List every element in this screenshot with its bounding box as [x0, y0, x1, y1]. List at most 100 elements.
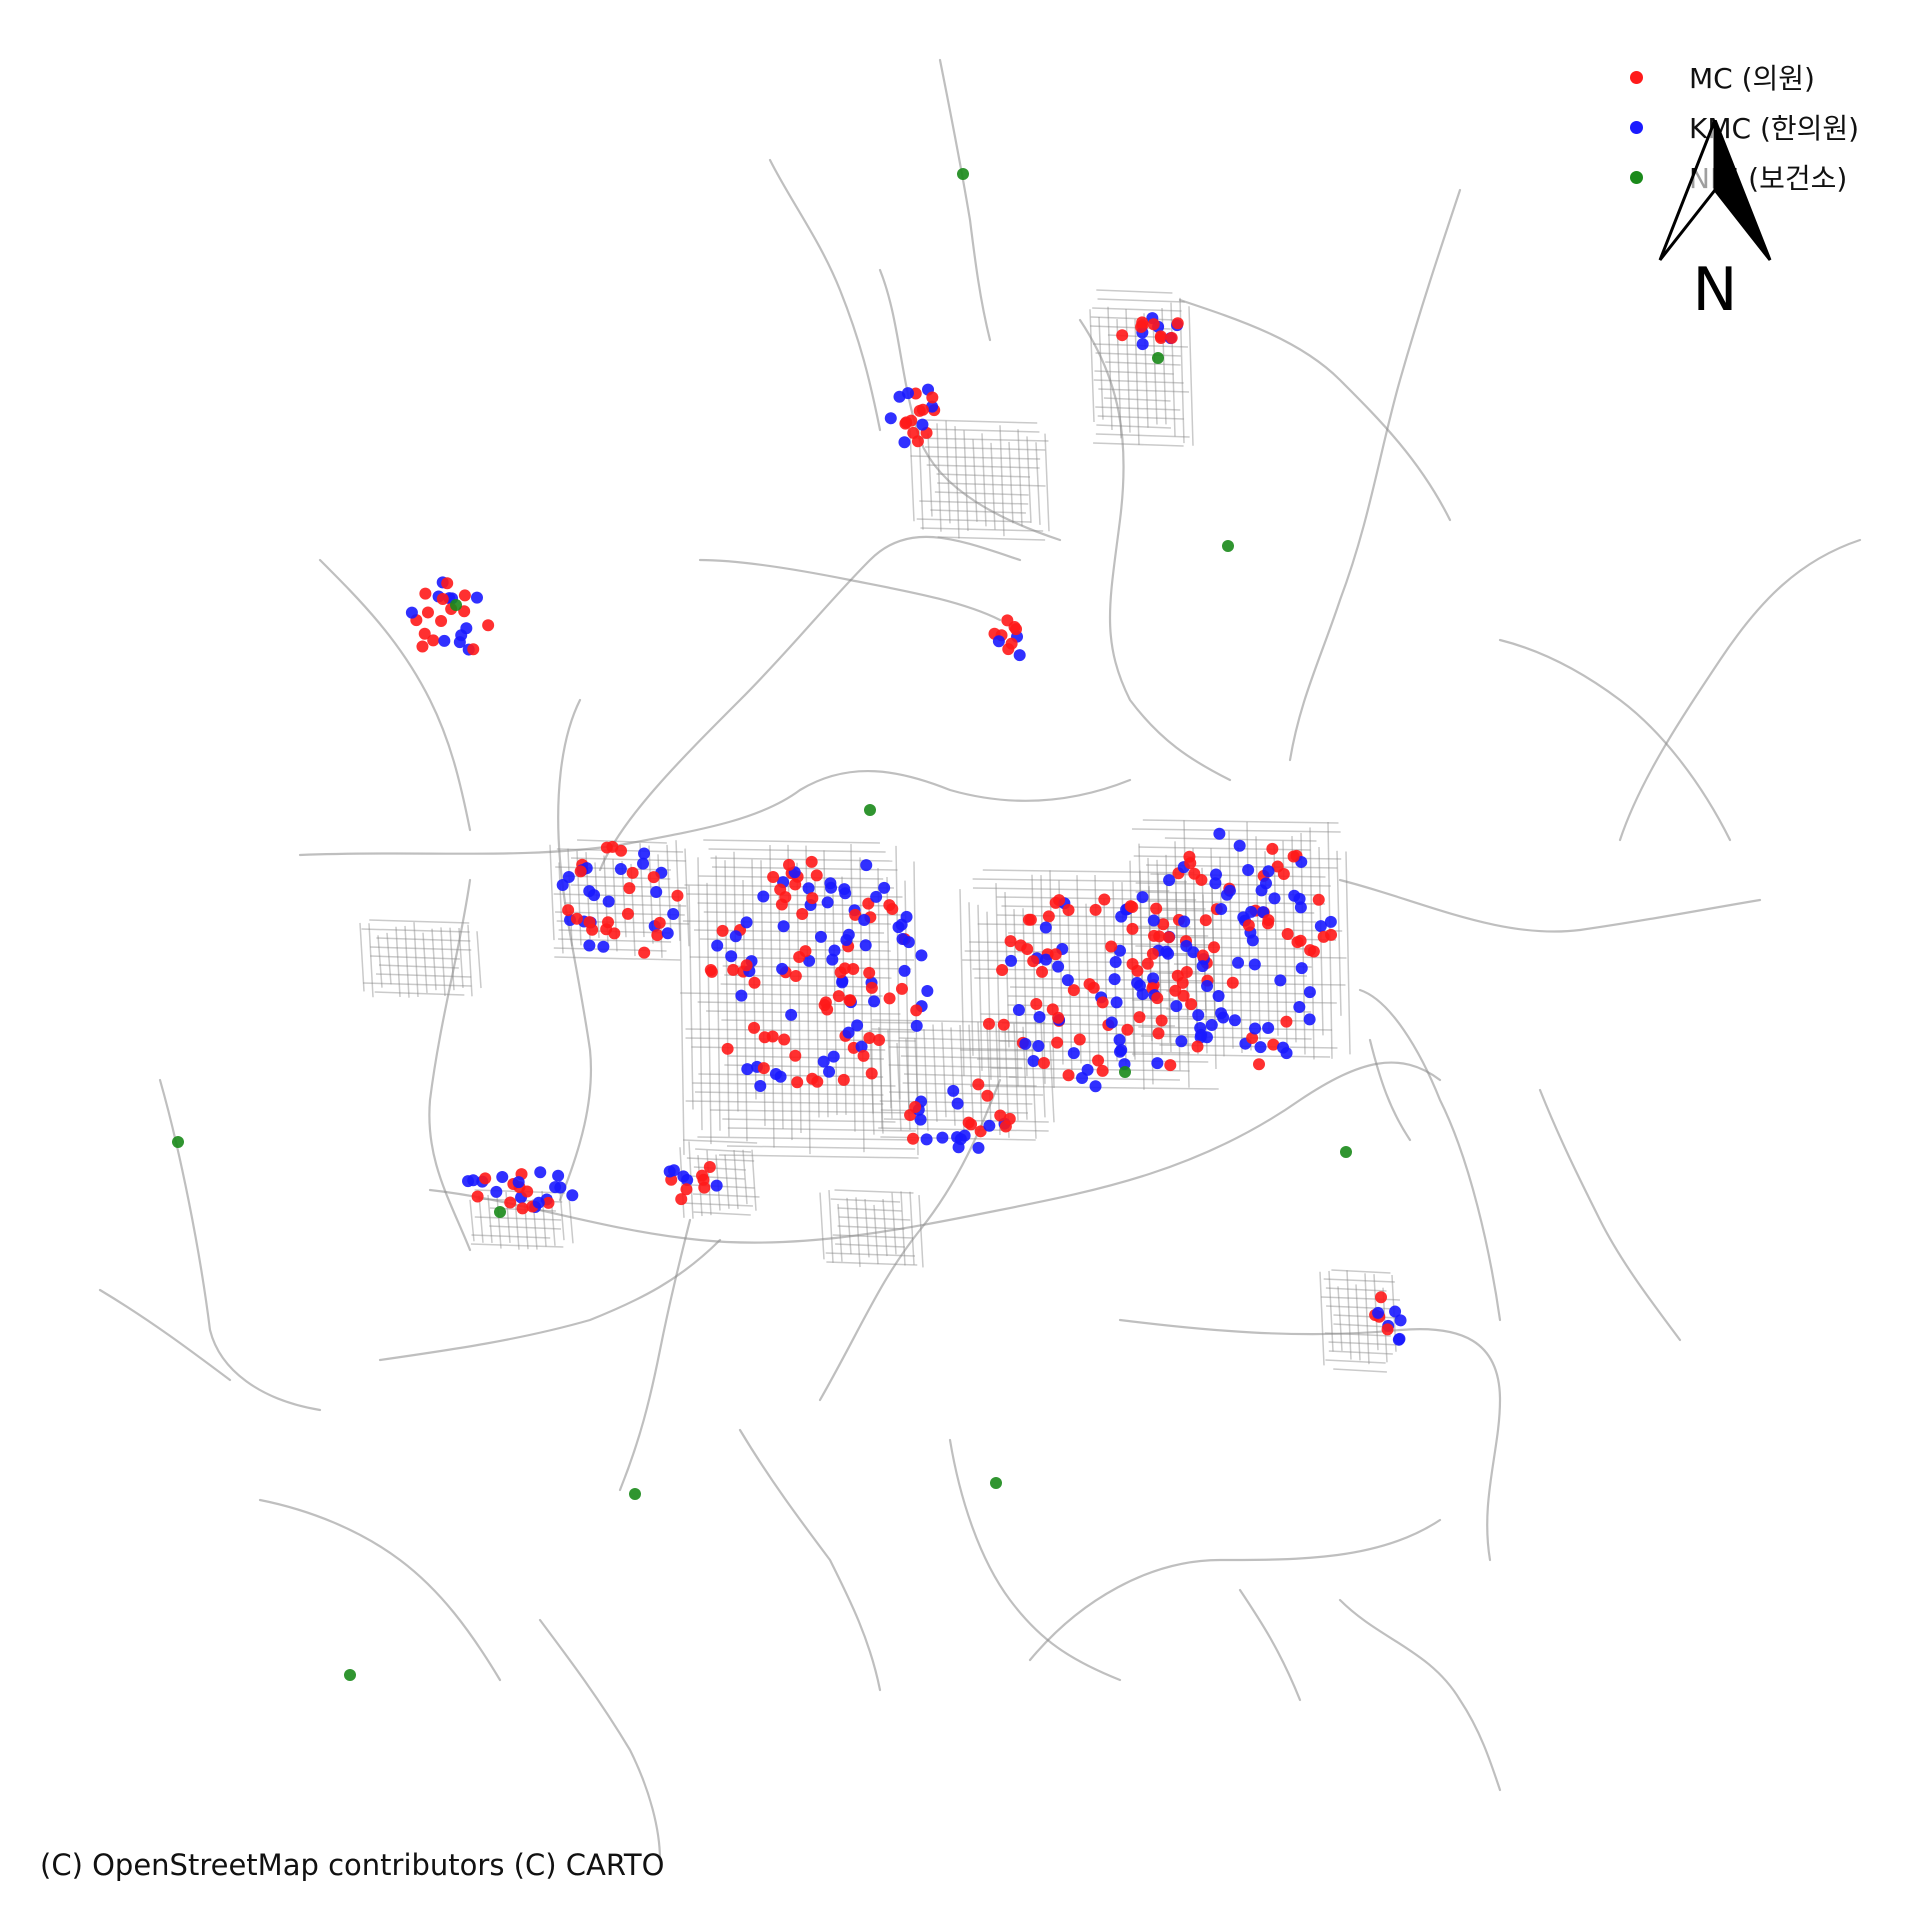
kmc-marker: [898, 964, 911, 977]
street-segment: [375, 973, 472, 978]
street-segment: [972, 968, 1200, 973]
street-segment: [891, 1192, 897, 1255]
mc-marker: [1154, 330, 1167, 343]
street-segment: [996, 896, 1197, 901]
street-segment: [710, 1109, 915, 1114]
mc-marker: [748, 1021, 761, 1034]
mc-marker: [849, 908, 862, 921]
street-segment: [999, 425, 1005, 537]
kmc-marker: [667, 907, 680, 920]
mc-marker: [1147, 318, 1160, 331]
mc-marker: [1037, 1057, 1050, 1070]
street-segment: [1134, 927, 1343, 932]
mc-marker: [467, 643, 480, 656]
mc-marker: [1152, 1027, 1165, 1040]
kmc-marker: [725, 950, 738, 963]
kmc-marker: [900, 910, 913, 923]
street-segment: [1355, 1284, 1361, 1361]
street-segment: [877, 868, 883, 1129]
street-segment: [1107, 306, 1113, 431]
legend-marker-kmc: [1630, 120, 1643, 134]
mc-marker: [436, 592, 449, 605]
kmc-marker: [453, 636, 466, 649]
street-segment: [828, 1190, 834, 1263]
mc-marker: [962, 1116, 975, 1129]
street-segment: [1095, 352, 1181, 357]
street-segment: [568, 1196, 574, 1244]
street-segment: [422, 932, 428, 994]
kmc-marker: [1061, 974, 1074, 987]
kmc-marker: [785, 1008, 798, 1021]
street-segment: [404, 925, 410, 998]
street-segment: [999, 1040, 1192, 1045]
mc-marker: [1030, 998, 1043, 1011]
mc-marker: [1062, 903, 1075, 916]
street-segment: [900, 1055, 1026, 1060]
kmc-marker: [1136, 891, 1149, 904]
kmc-marker: [1175, 1035, 1188, 1048]
mc-marker: [570, 912, 583, 925]
street-segment: [778, 896, 784, 1129]
street-segment: [1321, 1296, 1400, 1301]
street-segment: [1142, 819, 1339, 824]
street-segment: [1008, 441, 1014, 524]
street-segment: [920, 527, 1044, 532]
kmc-marker: [556, 878, 569, 891]
street-segment: [878, 1127, 1049, 1132]
north-arrow-icon: N: [1658, 120, 1772, 310]
street-segment: [1143, 900, 1326, 905]
street-segment: [873, 1204, 879, 1265]
street-segment: [370, 955, 460, 960]
street-segment: [368, 923, 374, 998]
street-segment: [549, 844, 555, 941]
nhi-marker: [494, 1206, 506, 1218]
street-segment: [1103, 397, 1171, 402]
kmc-marker: [926, 400, 939, 413]
street-segment: [1058, 880, 1064, 1065]
street-segment: [968, 902, 974, 1056]
street-segment: [487, 1194, 493, 1243]
street-segment: [1013, 1023, 1019, 1121]
mc-marker: [837, 1073, 850, 1086]
kmc-marker: [1394, 1314, 1407, 1327]
mc-marker: [698, 1181, 711, 1194]
kmc-marker: [1268, 892, 1281, 905]
kmc-marker: [1105, 1016, 1118, 1029]
street-segment: [555, 866, 671, 871]
kmc-marker: [650, 886, 663, 899]
mc-marker: [626, 866, 639, 879]
kmc-marker: [1389, 1305, 1402, 1318]
mc-marker: [435, 614, 448, 627]
mc-marker: [621, 907, 634, 920]
kmc-marker: [823, 1065, 836, 1078]
street-segment: [554, 956, 681, 961]
kmc-marker: [1147, 972, 1160, 985]
kmc-marker: [1215, 1007, 1228, 1020]
street-segment: [1096, 424, 1171, 429]
street-segment: [694, 1091, 884, 1096]
mc-marker: [862, 897, 875, 910]
mc-marker: [1151, 992, 1164, 1005]
mc-marker: [1133, 1011, 1146, 1024]
mc-marker: [748, 976, 761, 989]
street-segment: [469, 1199, 475, 1242]
mc-marker: [1267, 1038, 1280, 1051]
kmc-marker: [1314, 920, 1327, 933]
street-segment: [1008, 932, 1209, 937]
street-segment: [930, 509, 1026, 514]
kmc-marker: [1201, 980, 1214, 993]
street-segment: [1026, 436, 1032, 523]
street-segment: [1133, 855, 1342, 860]
kmc-marker: [777, 920, 790, 933]
mc-marker: [416, 640, 429, 653]
street-segment: [959, 889, 965, 1076]
mc-marker: [997, 1018, 1010, 1031]
mc-marker: [704, 964, 717, 977]
kmc-marker: [462, 1175, 475, 1188]
street-segment: [1092, 307, 1182, 312]
mc-marker: [1307, 945, 1320, 958]
kmc-marker: [1260, 877, 1273, 890]
mc-marker: [1049, 948, 1062, 961]
kmc-marker: [1147, 914, 1160, 927]
